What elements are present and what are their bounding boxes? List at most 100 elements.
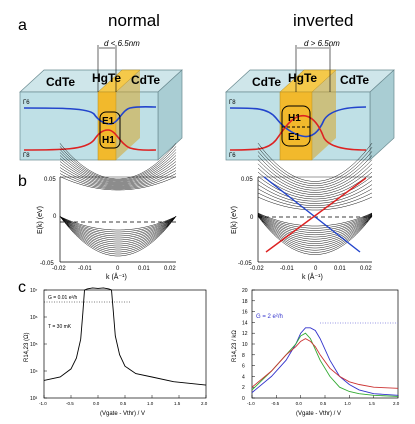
- band-line: [59, 146, 177, 181]
- band-line: [257, 147, 373, 184]
- band-line: [59, 170, 177, 189]
- band-line: [257, 212, 373, 227]
- band-line: [59, 161, 177, 186]
- c-right-ytick-label: 4: [242, 374, 245, 380]
- c-left-xtick-label: 2.0: [201, 401, 208, 406]
- band-line: [257, 184, 373, 204]
- band-line: [59, 176, 177, 191]
- normal-b-xtick-2: 0: [116, 266, 120, 272]
- inverted-left-material: CdTe: [252, 75, 281, 89]
- band-line: [59, 216, 177, 241]
- c-right-ytick-label: 12: [242, 331, 248, 337]
- normal-b-xtick-1: -0.01: [78, 266, 92, 272]
- normal-right-material: CdTe: [131, 73, 160, 87]
- band-line: [59, 216, 177, 233]
- c-left-xtick-label: -1.0: [39, 401, 47, 406]
- band-line: [59, 216, 177, 245]
- inverted-level-lower: Γ6: [229, 153, 236, 159]
- band-line: [257, 155, 373, 189]
- band-line: [257, 215, 373, 253]
- band-line: [257, 215, 373, 247]
- c-right-ylabel: R14,23 / kΩ: [232, 330, 238, 362]
- band-line: [257, 192, 373, 209]
- band-line: [59, 173, 177, 190]
- band-line: [59, 216, 177, 251]
- inverted-b-ytick-mid: 0: [250, 215, 254, 221]
- c-right-ytick-label: 0: [242, 396, 245, 402]
- normal-level-lower: Γ8: [23, 153, 30, 159]
- normal-band-structure: [59, 143, 177, 263]
- band-line: [59, 216, 177, 235]
- band-line: [257, 214, 373, 240]
- inverted-b-ylabel: E(k) (eV): [231, 206, 238, 234]
- inverted-b-xtick-4: 0.02: [360, 266, 372, 272]
- c-right-ytick-label: 14: [242, 320, 248, 326]
- c-left-ytick-label: 10⁵: [30, 342, 38, 348]
- band-line: [257, 216, 373, 255]
- panel-letter-c: c: [18, 279, 26, 296]
- c-right-xtick-label: -0.5: [271, 401, 279, 406]
- band-line: [257, 213, 373, 231]
- normal-state-upper: E1: [102, 116, 115, 127]
- band-line: [257, 213, 373, 229]
- band-line: [257, 214, 373, 242]
- c-right-xtick-label: 2.0: [393, 401, 400, 406]
- c-right-ytick-label: 20: [242, 288, 248, 294]
- band-line: [257, 213, 373, 236]
- c-left-ytick-label: 10⁶: [30, 315, 38, 321]
- normal-title: normal: [108, 11, 160, 30]
- c-left-xlabel: (Vgate - Vthr) / V: [100, 411, 145, 417]
- inverted-title: inverted: [293, 11, 353, 30]
- c-right-xlabel: (Vgate - Vthr) / V: [296, 411, 341, 417]
- normal-left-material: CdTe: [46, 75, 75, 89]
- band-line: [59, 167, 177, 188]
- band-line: [257, 188, 373, 206]
- c-left-xtick-label: 1.0: [147, 401, 154, 406]
- c-right-annot-g: G = 2 e²/h: [256, 314, 283, 320]
- band-line: [59, 143, 177, 180]
- inverted-b-xtick-3: 0.01: [334, 266, 346, 272]
- inverted-level-upper: Γ8: [229, 100, 236, 106]
- c-left-ytick-label: 10⁷: [30, 288, 38, 294]
- inverted-dimension-label: d > 6.5nm: [304, 39, 340, 48]
- band-line: [59, 216, 177, 231]
- c-right-ytick-label: 18: [242, 299, 248, 305]
- band-line: [257, 176, 373, 200]
- band-line: [257, 142, 373, 182]
- band-line: [59, 216, 177, 255]
- normal-b-ytick-mid: 0: [53, 214, 57, 220]
- c-left-ytick-label: 10⁴: [30, 369, 38, 375]
- band-line: [59, 216, 177, 237]
- chart-c-left: 10⁷ 10⁶ 10⁵ 10⁴ 10³-1.0 -0.5 0.0 0.5 1.0 1.5 2.0: [30, 287, 208, 406]
- band-line: [257, 214, 373, 244]
- normal-b-ytick-bot: -0.05: [40, 261, 54, 267]
- band-line: [59, 164, 177, 187]
- c-right-ytick-label: 6: [242, 364, 245, 370]
- inverted-state-upper: H1: [288, 113, 301, 124]
- band-line: [257, 180, 373, 202]
- inverted-band-structure: [257, 142, 373, 263]
- c-right-xtick-label: 1.5: [369, 401, 376, 406]
- band-line: [257, 213, 373, 233]
- c-left-xtick-label: 0.0: [93, 401, 100, 406]
- c-left-ylabel: R14,23 (Ω): [24, 333, 30, 363]
- inverted-b-xtick-0: -0.02: [250, 266, 264, 272]
- c-left-xtick-label: -0.5: [66, 401, 74, 406]
- band-line: [59, 216, 177, 249]
- band-line: [59, 216, 177, 239]
- c-right-xtick-label: 0.5: [320, 401, 327, 406]
- normal-well-block: [19, 45, 183, 161]
- band-line: [257, 151, 373, 187]
- normal-b-xtick-3: 0.01: [138, 266, 150, 272]
- band-line: [257, 163, 373, 193]
- c-right-ytick-label: 2: [242, 385, 245, 391]
- inverted-state-lower: E1: [288, 132, 301, 143]
- normal-b-xtick-4: 0.02: [164, 266, 176, 272]
- normal-b-ylabel: E(k) (eV): [37, 206, 44, 234]
- normal-b-xlabel: k (Å⁻¹): [106, 272, 127, 281]
- c-left-series-line: [43, 287, 207, 386]
- c-right-ytick-label: 10: [242, 342, 248, 348]
- c-left-xtick-label: 1.5: [174, 401, 181, 406]
- inverted-b-ytick-bot: -0.05: [238, 261, 252, 267]
